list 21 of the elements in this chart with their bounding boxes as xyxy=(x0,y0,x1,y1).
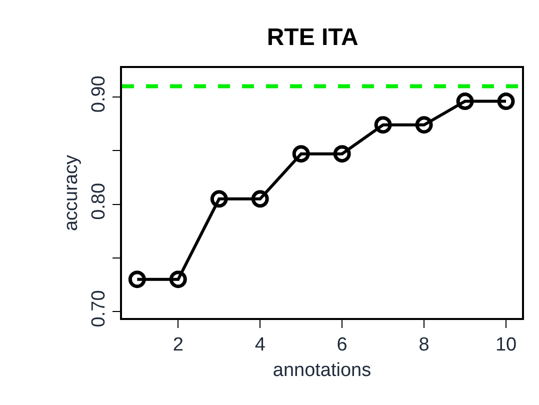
x-tick-label: 6 xyxy=(336,334,348,356)
y-tick-label: 0.80 xyxy=(88,182,110,220)
y-tick-label: 0.90 xyxy=(88,76,110,113)
point xyxy=(251,190,269,208)
point xyxy=(292,145,310,163)
x-tick-label: 10 xyxy=(495,334,517,356)
point xyxy=(497,92,515,110)
point xyxy=(128,270,146,288)
y-tick-label: 0.70 xyxy=(88,290,110,328)
x-tick-label: 4 xyxy=(254,334,266,356)
y-axis-title: accuracy xyxy=(61,154,82,232)
chart-title: RTE ITA xyxy=(266,24,358,52)
point xyxy=(456,92,474,110)
point xyxy=(415,116,433,134)
point xyxy=(333,145,351,163)
point xyxy=(210,190,228,208)
x-tick-label: 2 xyxy=(172,334,184,356)
point xyxy=(374,116,392,134)
point xyxy=(169,270,187,288)
x-tick-label: 8 xyxy=(418,334,430,356)
x-axis-title: annotations xyxy=(272,360,372,381)
